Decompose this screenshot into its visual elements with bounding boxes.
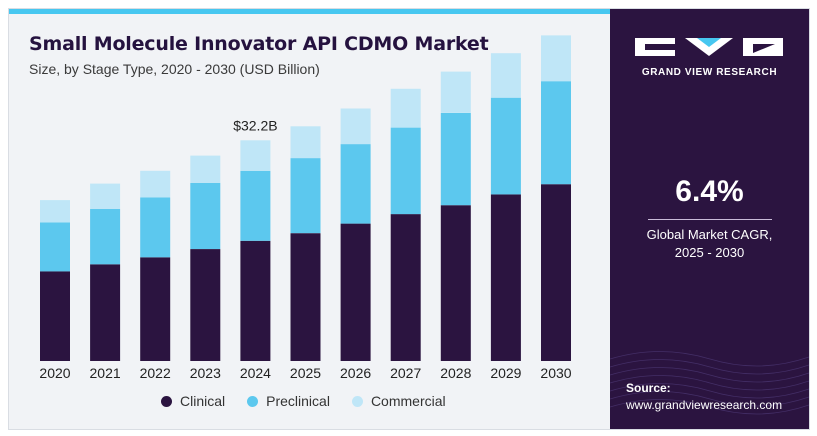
legend-swatch-clinical [161, 395, 172, 407]
bar-commercial-2025 [290, 126, 321, 159]
wave-pattern [610, 351, 809, 415]
bar-preclinical-2024 [240, 170, 271, 241]
bar-clinical-2029 [490, 194, 521, 361]
bar-clinical-2023 [190, 249, 221, 361]
bar-commercial-2023 [190, 155, 221, 183]
bar-preclinical-2020 [40, 222, 70, 272]
bars-layer [40, 35, 571, 361]
x-tick-label-2025: 2025 [290, 365, 321, 381]
bar-preclinical-2025 [290, 158, 321, 234]
bar-commercial-2030 [541, 35, 571, 82]
legend-label-clinical: Clinical [180, 393, 226, 409]
bar-clinical-2022 [140, 257, 171, 361]
legend-label-preclinical: Preclinical [266, 393, 330, 409]
bar-preclinical-2030 [541, 81, 571, 185]
x-tick-label-2020: 2020 [39, 365, 70, 381]
bar-clinical-2027 [390, 214, 421, 361]
source-label: Source: [626, 381, 671, 395]
stacked-bar-chart: 2020 2021 2022 2023 2024 2025 2026 2027 2028 2029… [39, 35, 572, 381]
bar-preclinical-2028 [440, 113, 471, 206]
legend-item-preclinical: Preclinical [247, 393, 330, 409]
x-tick-label-2030: 2030 [540, 365, 571, 381]
cagr-period: 2025 - 2030 [674, 245, 745, 260]
source-url[interactable]: www.grandviewresearch.com [626, 398, 783, 412]
info-panel: GRAND VIEW RESEARCH 6.4% Global Market C… [610, 9, 809, 429]
bar-preclinical-2021 [90, 209, 121, 265]
accent-bar [9, 9, 610, 14]
bar-commercial-2024 [240, 140, 271, 171]
x-tick-label-2023: 2023 [190, 365, 221, 381]
bar-commercial-2026 [340, 108, 371, 145]
x-tick-label-2021: 2021 [90, 365, 121, 381]
bar-commercial-2027 [390, 88, 421, 128]
bar-commercial-2029 [490, 53, 521, 98]
bar-commercial-2028 [440, 71, 471, 113]
chart-subtitle: Size, by Stage Type, 2020 - 2030 (USD Bi… [29, 61, 320, 77]
cagr-label: Global Market CAGR, [646, 227, 773, 242]
x-tick-label-2026: 2026 [340, 365, 371, 381]
legend-swatch-preclinical [247, 395, 259, 407]
bar-clinical-2021 [90, 264, 121, 361]
data-label-2024: $32.2B [233, 117, 277, 133]
bar-clinical-2024 [240, 240, 271, 361]
bar-commercial-2020 [40, 200, 70, 223]
bar-commercial-2022 [140, 170, 171, 198]
x-tick-label-2029: 2029 [490, 365, 521, 381]
bar-preclinical-2026 [340, 144, 371, 224]
legend-item-commercial: Commercial [351, 393, 446, 409]
bar-commercial-2021 [90, 183, 121, 209]
bar-preclinical-2029 [490, 97, 521, 195]
x-tick-label-2022: 2022 [140, 365, 171, 381]
bar-clinical-2025 [290, 233, 321, 361]
annotations-layer: $32.2B [233, 117, 277, 133]
x-tick-label-2027: 2027 [390, 365, 421, 381]
bar-clinical-2030 [541, 184, 571, 361]
bar-preclinical-2023 [190, 182, 221, 249]
bar-clinical-2028 [440, 205, 471, 361]
legend-item-clinical: Clinical [161, 393, 225, 409]
chart-card: Small Molecule Innovator API CDMO Market… [8, 8, 810, 430]
bar-preclinical-2022 [140, 197, 171, 258]
cagr-value: 6.4% [675, 175, 744, 208]
x-tick-label-2024: 2024 [240, 365, 271, 381]
legend-label-commercial: Commercial [370, 393, 446, 409]
bar-clinical-2026 [340, 223, 371, 361]
cagr-divider [648, 219, 772, 220]
x-axis-labels: 2020 2021 2022 2023 2024 2025 2026 2027 2028 2029… [39, 365, 571, 381]
grand-view-research-logo [635, 38, 783, 56]
brand-name: GRAND VIEW RESEARCH [641, 67, 778, 78]
x-tick-label-2028: 2028 [440, 365, 471, 381]
chart-title: Small Molecule Innovator API CDMO Market [29, 33, 489, 55]
bar-preclinical-2027 [390, 127, 421, 215]
bar-clinical-2020 [40, 271, 70, 361]
legend: Clinical Preclinical Commercial [161, 393, 446, 409]
legend-swatch-commercial [351, 395, 363, 407]
